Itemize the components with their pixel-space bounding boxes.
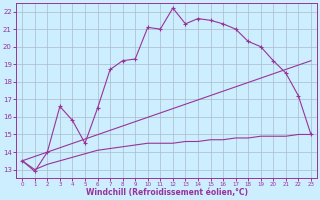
X-axis label: Windchill (Refroidissement éolien,°C): Windchill (Refroidissement éolien,°C) [85,188,248,197]
